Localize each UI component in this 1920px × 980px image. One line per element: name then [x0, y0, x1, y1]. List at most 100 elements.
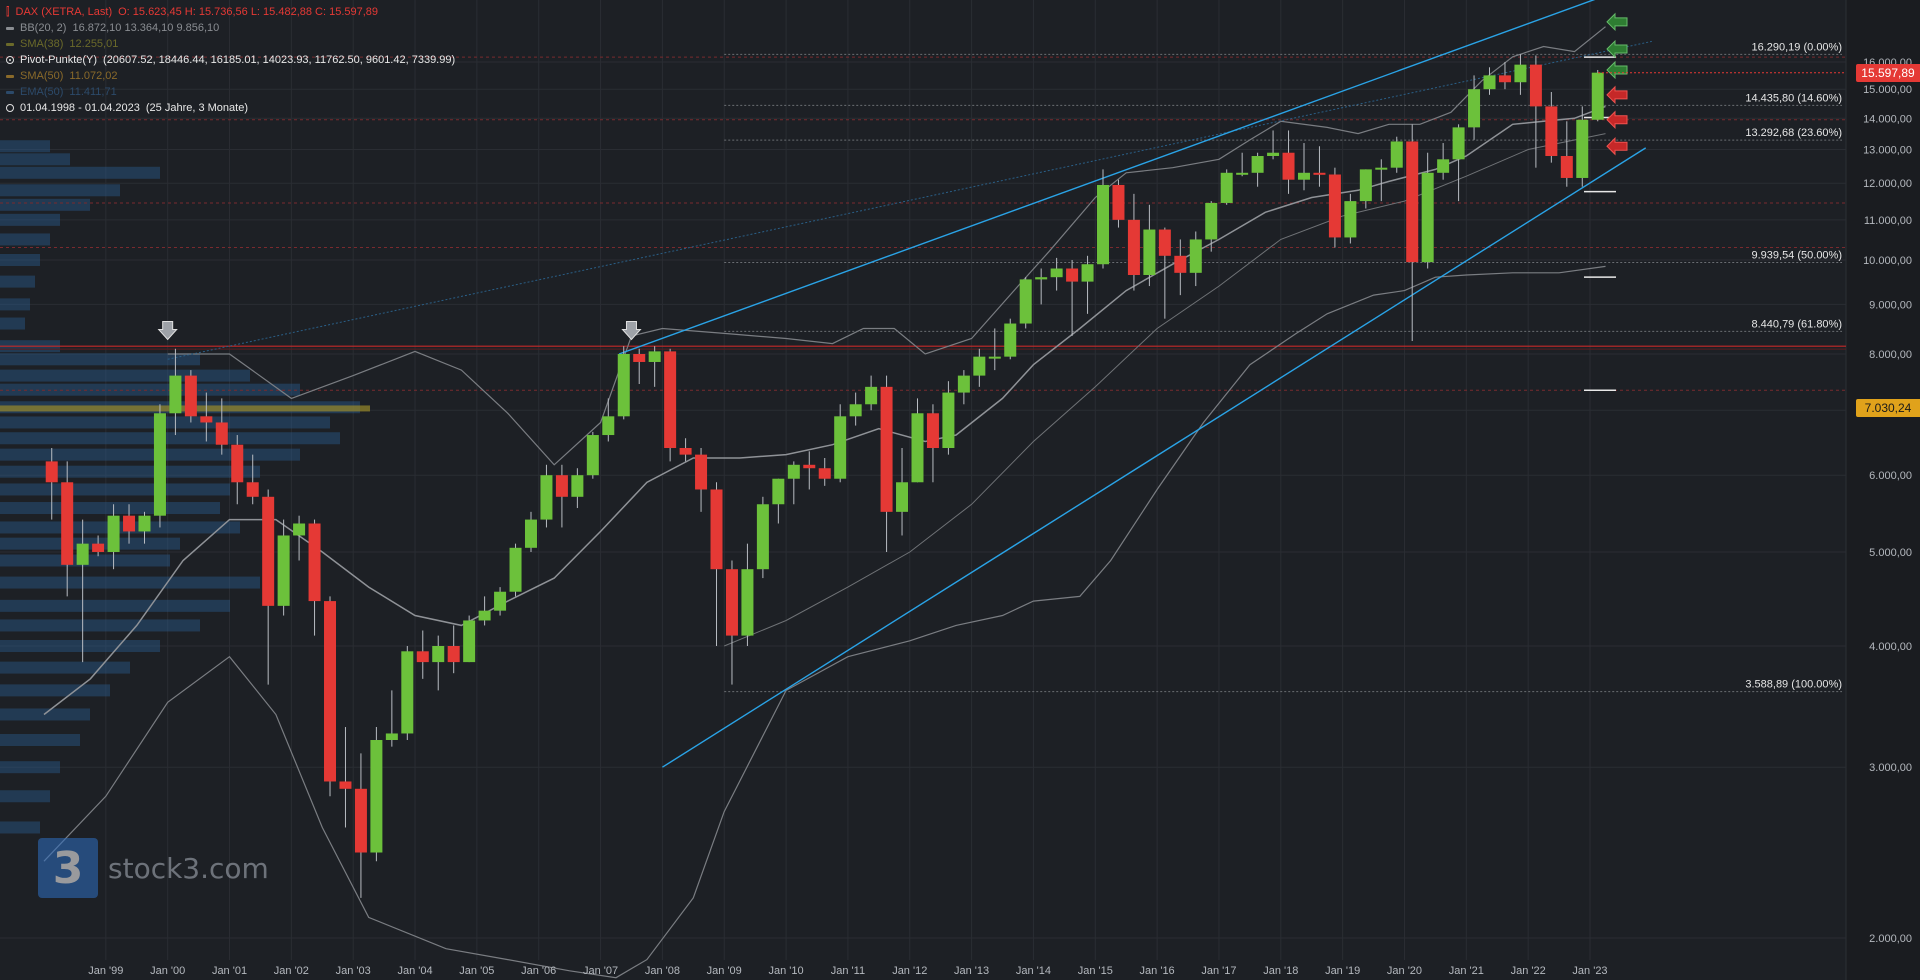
candle-body — [1421, 172, 1434, 263]
bb-swatch — [6, 26, 14, 30]
candle — [633, 348, 646, 385]
candle — [447, 625, 460, 674]
candle — [679, 438, 692, 462]
candle-body — [45, 461, 58, 483]
volume-profile-bar — [0, 369, 250, 382]
instrument-title: DAX (XETRA, Last) — [15, 6, 113, 18]
candle — [184, 370, 197, 423]
price-axis-label: 3.000,00 — [1869, 762, 1912, 774]
legend-row-pivot[interactable]: Pivot-Punkte(Y) (20607.52, 18446.44, 161… — [6, 52, 455, 68]
time-axis-label: Jan '10 — [769, 965, 804, 977]
candle-body — [231, 444, 244, 483]
candle-body — [61, 482, 74, 565]
candle-body — [988, 356, 1001, 359]
channel-lower-line — [662, 147, 1647, 768]
candle-body — [463, 620, 476, 663]
legend-row-sma50[interactable]: SMA(50) 11.072,02 — [6, 68, 455, 84]
legend-row-range[interactable]: 01.04.1998 - 01.04.2023 (25 Jahre, 3 Mon… — [6, 100, 455, 116]
candle-body — [509, 547, 522, 592]
candle-body — [215, 422, 228, 445]
candle — [710, 482, 723, 646]
volume-profile-bar — [0, 502, 220, 515]
sma50-swatch — [6, 74, 14, 78]
candle-body — [1251, 156, 1264, 173]
time-axis-label: Jan '02 — [274, 965, 309, 977]
candle-body — [695, 454, 708, 490]
candle-body — [602, 416, 615, 436]
candle-body — [1545, 106, 1558, 157]
candle-body — [834, 416, 847, 479]
time-axis-label: Jan '01 — [212, 965, 247, 977]
candle-body — [1344, 201, 1357, 238]
price-axis-label: 15.000,00 — [1863, 84, 1912, 96]
candle — [494, 587, 507, 616]
volume-profile-bar — [0, 599, 230, 612]
candle — [76, 519, 89, 663]
visibility-icon[interactable] — [6, 56, 14, 64]
candle — [1158, 227, 1171, 319]
candle — [1437, 143, 1450, 180]
legend-row-sma38[interactable]: SMA(38) 12.255,01 — [6, 36, 455, 52]
time-axis-label: Jan '99 — [88, 965, 123, 977]
fib-level-label: 9.939,54 (50.00%) — [1751, 250, 1842, 262]
volume-profile-bar — [0, 483, 230, 496]
candle — [1390, 136, 1403, 173]
clock-icon — [6, 104, 14, 112]
candle-body — [184, 375, 197, 417]
candle-body — [1390, 141, 1403, 168]
candle-body — [911, 413, 924, 483]
sma38-value: 12.255,01 — [69, 38, 119, 50]
candle-body — [1019, 279, 1032, 324]
candle — [1406, 124, 1419, 342]
time-axis-label: Jan '03 — [336, 965, 371, 977]
candle-body — [633, 354, 646, 362]
candle — [1066, 259, 1079, 336]
candle-body — [926, 413, 939, 449]
candle — [1236, 152, 1249, 177]
candle-body — [803, 464, 816, 469]
time-axis-label: Jan '20 — [1387, 965, 1422, 977]
volume-profile-bar — [0, 153, 70, 166]
bb-label: BB(20, 2) — [20, 22, 67, 34]
time-axis-label: Jan '13 — [954, 965, 989, 977]
legend-row-bb[interactable]: BB(20, 2) 16.872,10 13.364,10 9.856,10 — [6, 20, 455, 36]
candle-body — [880, 386, 893, 512]
fib-level-label: 16.290,19 (0.00%) — [1751, 41, 1842, 53]
candle — [45, 448, 58, 520]
candle — [1468, 75, 1481, 140]
candle-body — [1359, 169, 1372, 202]
candle — [586, 431, 599, 479]
candle-body — [447, 646, 460, 663]
candle — [138, 511, 151, 544]
sma50-label: SMA(50) — [20, 70, 64, 82]
candle — [695, 448, 708, 512]
legend-row-instrument[interactable]: ⫿ DAX (XETRA, Last) O: 15.623,45 H: 15.7… — [6, 4, 455, 20]
candle-body — [664, 351, 677, 449]
candle — [725, 560, 738, 685]
legend-row-ema50[interactable]: EMA(50) 11.411,71 — [6, 84, 455, 100]
candle — [107, 504, 120, 570]
candle-body — [1205, 202, 1218, 240]
candle-body — [401, 651, 414, 734]
candle-body — [324, 601, 337, 782]
time-axis-label: Jan '16 — [1140, 965, 1175, 977]
candle — [370, 727, 383, 862]
candle — [385, 690, 398, 747]
candle — [849, 392, 862, 426]
candle — [1328, 167, 1341, 248]
candle — [1375, 159, 1388, 202]
candle-body — [957, 375, 970, 393]
candle-body — [1066, 268, 1079, 282]
candle — [896, 448, 909, 536]
candle-body — [1375, 167, 1388, 170]
candle-body — [138, 515, 151, 532]
candle-body — [896, 482, 909, 512]
time-axis-label: Jan '05 — [459, 965, 494, 977]
time-axis-label: Jan '09 — [707, 965, 742, 977]
last-price-tag: 15.597,89 — [1856, 63, 1920, 82]
candle-body — [339, 781, 352, 789]
candle — [1189, 231, 1202, 287]
candle-body — [1143, 229, 1156, 276]
